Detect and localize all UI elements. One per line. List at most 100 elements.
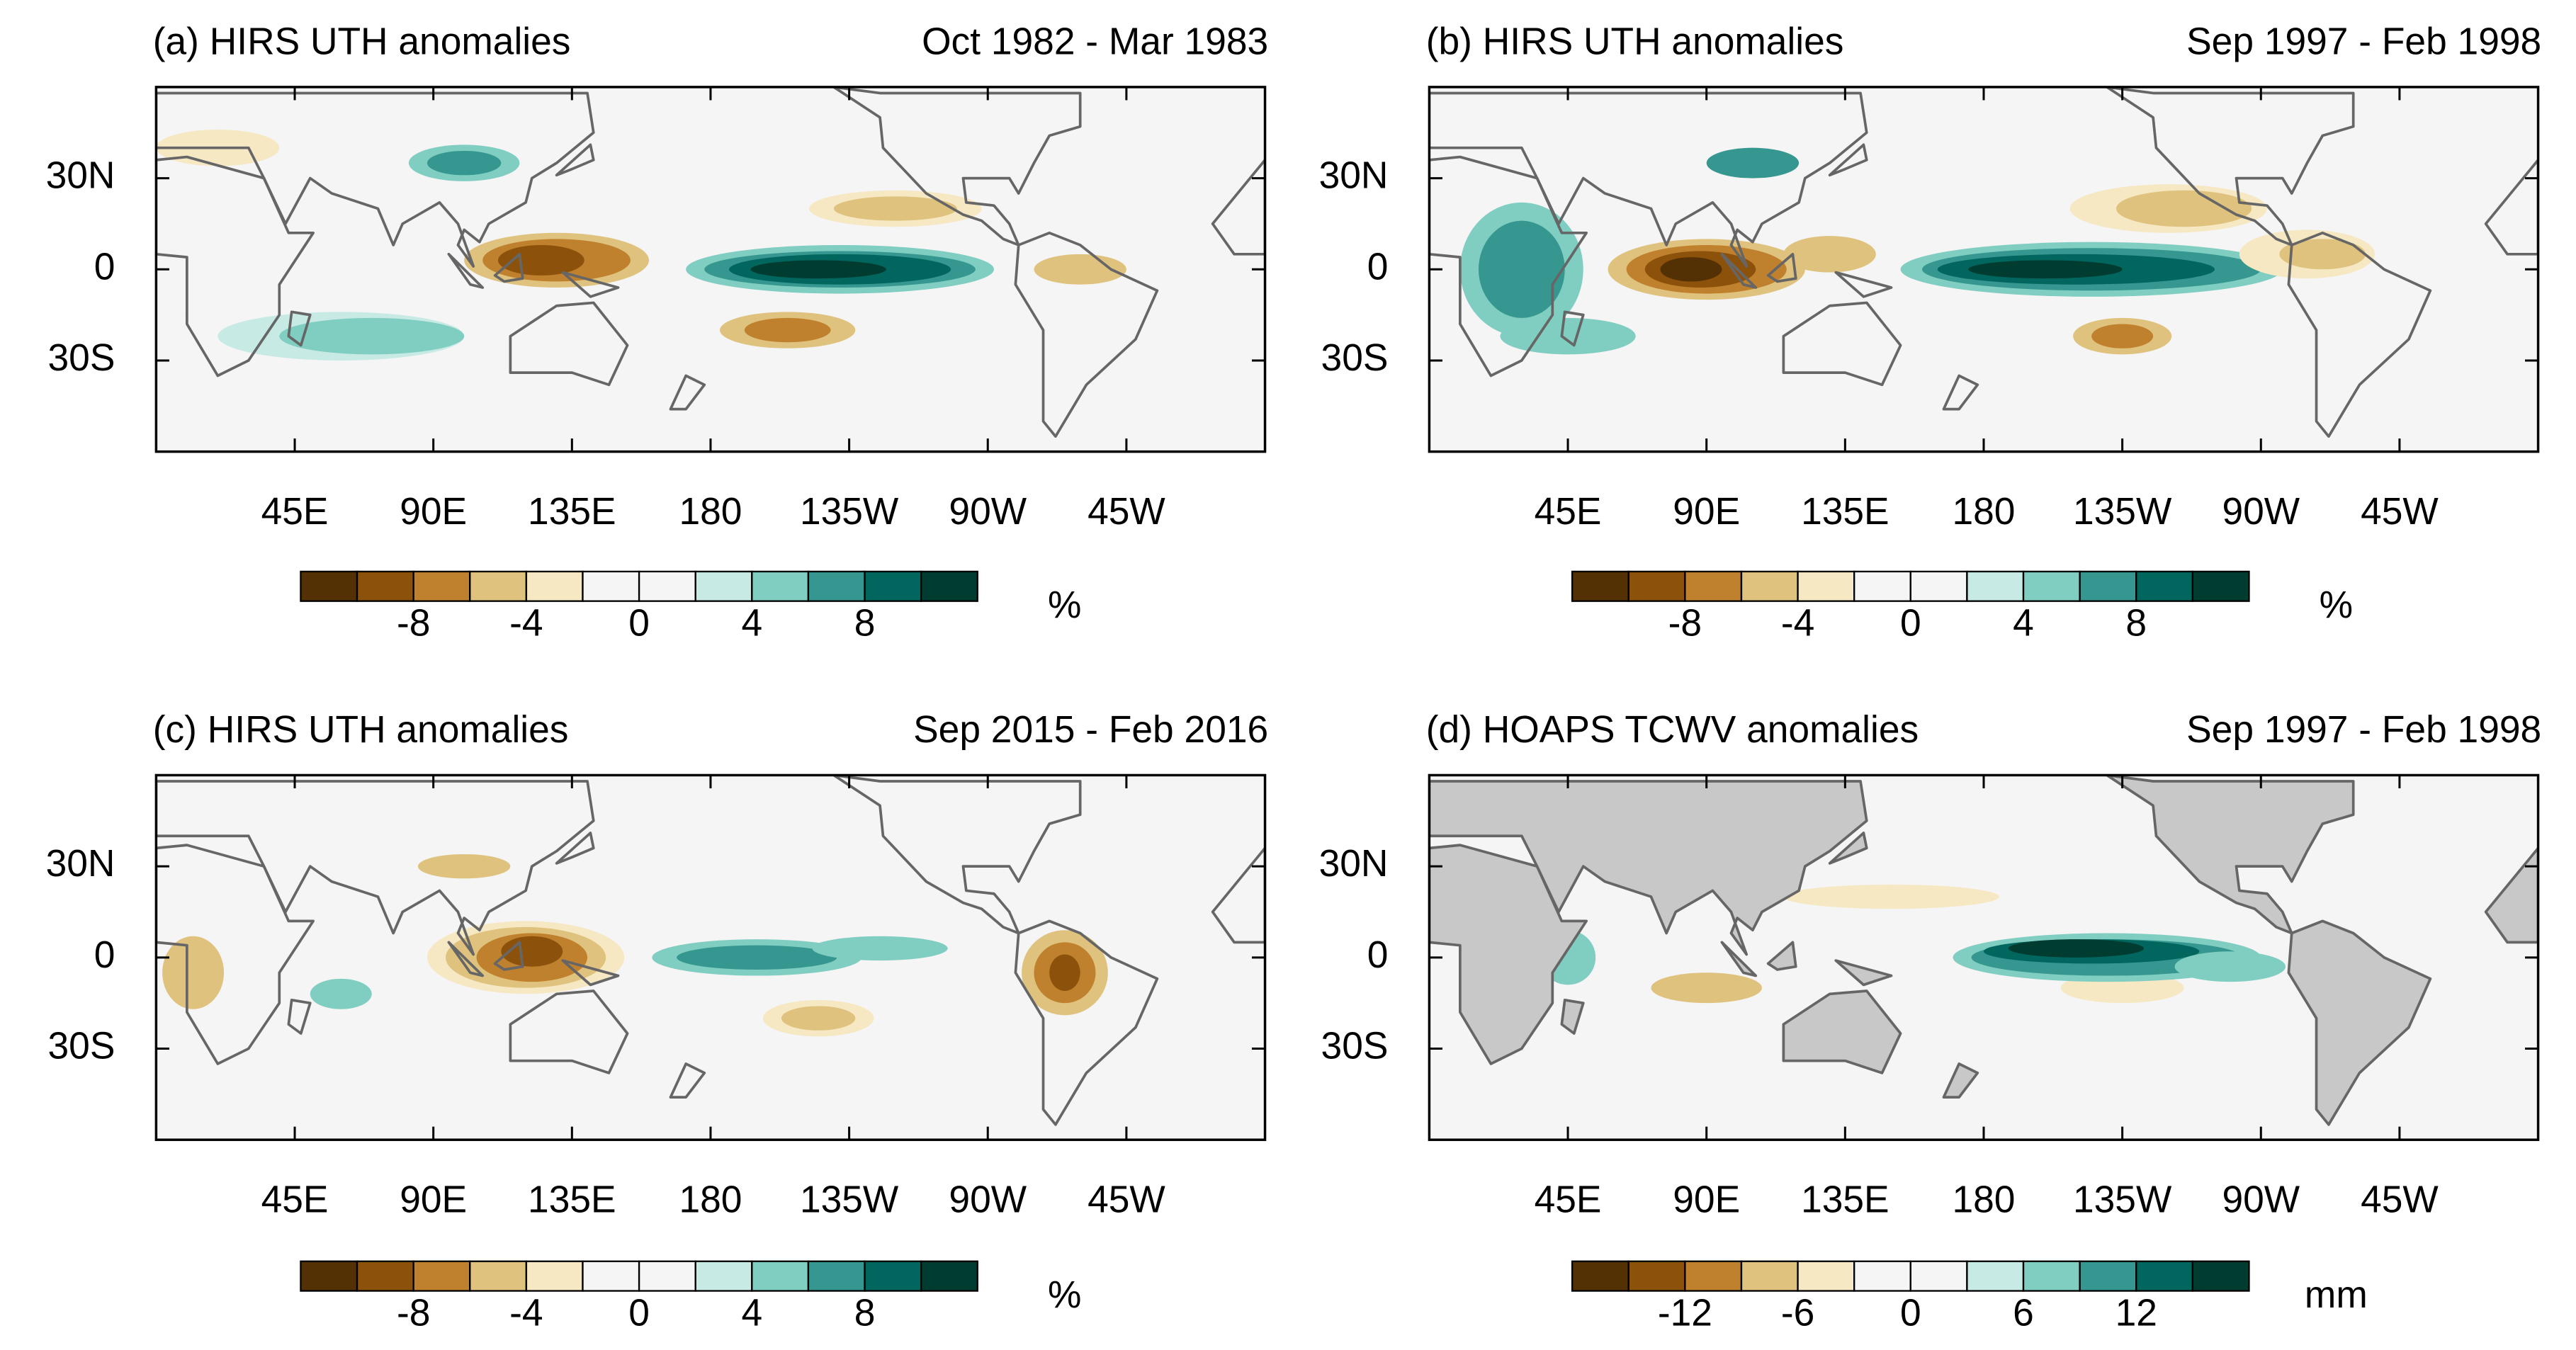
anomaly-region [744,317,831,343]
x-tick-label: 45W [1088,491,1165,533]
anomaly-region [1500,317,1636,355]
colorbar-swatch [469,1260,528,1292]
y-tick-label: 30N [46,843,115,885]
coastline [1766,941,1797,971]
colorbar-swatch [694,570,753,602]
coastline [555,832,595,865]
colorbar-swatch [638,570,696,602]
anomaly-region [1049,954,1080,992]
x-tick-label: 90W [949,491,1027,533]
panel-title: (c) HIRS UTH anomalies [153,709,569,751]
colorbar-swatch [751,570,810,602]
coastline [509,301,629,387]
colorbar-tick-label: 8 [2125,603,2147,645]
colorbar-swatch [1909,570,1968,602]
coastline [832,775,1082,935]
y-tick-label: 30N [46,155,115,197]
x-tick-label: 135E [1801,1179,1889,1220]
colorbar-swatch [1627,570,1686,602]
colorbar-swatch [807,1260,866,1292]
colorbar-swatch [412,1260,471,1292]
colorbar-tick-label: 0 [1900,1292,1921,1334]
panel: (a) HIRS UTH anomalies Oct 1982 - Mar 198… [46,21,1269,645]
colorbar-unit: mm [2305,1274,2368,1316]
anomaly-region [417,853,511,879]
y-tick-label: 30S [1321,1026,1389,1067]
colorbar-swatch [300,570,358,602]
colorbar-swatch [300,1260,358,1292]
colorbar-tick-label: -8 [1668,603,1702,645]
coastline [832,86,1082,246]
colorbar-tick-label: 12 [2115,1292,2157,1334]
colorbar-swatch [2135,1260,2194,1292]
anomaly-region [1783,884,1999,909]
colorbar-swatch [2079,570,2137,602]
x-tick-label: 45E [261,1179,329,1220]
coastline [1720,941,1758,977]
anomaly-region [162,936,225,1009]
colorbar-swatch [2022,1260,2081,1292]
panel-title: (d) HOAPS TCWV anomalies [1426,709,1919,751]
colorbar-unit: % [2320,584,2353,626]
coastline [1014,231,1159,438]
panel-title: (b) HIRS UTH anomalies [1426,21,1844,63]
colorbar-swatch [1853,570,1911,602]
colorbar-swatch [2079,1260,2137,1292]
map [1429,775,2538,1140]
anomaly-region [1651,972,1762,1004]
anomaly-region [2008,939,2145,958]
colorbar-swatch [356,1260,414,1292]
panel-period: Sep 2015 - Feb 2016 [913,709,1268,751]
colorbar-tick-label: -4 [509,603,543,645]
colorbar-swatch [356,570,414,602]
anomaly-region [2091,324,2154,348]
x-tick-label: 45E [261,491,329,533]
coastline [1828,832,1868,865]
colorbar-tick-label: 4 [741,1292,762,1334]
coastline [447,252,485,289]
coastline [2106,86,2355,246]
colorbar-swatch [1740,570,1799,602]
x-tick-label: 90E [400,1179,467,1220]
colorbar-tick-label: -4 [509,1292,543,1334]
colorbar-swatch [638,1260,696,1292]
y-tick-label: 30N [1319,155,1389,197]
coastline [1766,252,1797,283]
coastline [1429,155,1588,378]
colorbar-swatch [1966,1260,2025,1292]
anomaly-region [750,260,886,279]
panel: (c) HIRS UTH anomalies Sep 2015 - Feb 201… [46,709,1269,1334]
colorbar-swatch [1966,570,2025,602]
colorbar-swatch [2022,570,2081,602]
panel: (d) HOAPS TCWV anomalies Sep 1997 - Feb 1… [1319,709,2542,1334]
colorbar-swatch [2191,1260,2250,1292]
x-tick-label: 90W [2222,491,2300,533]
anomaly-region [833,196,957,221]
coastline [1720,252,1758,289]
x-tick-label: 180 [1952,491,2015,533]
colorbar-swatch [751,1260,810,1292]
coastline [509,989,629,1074]
y-tick-label: 0 [1367,934,1389,976]
x-tick-label: 180 [1952,1179,2015,1220]
colorbar-swatch [694,1260,753,1292]
colorbar-swatch [1740,1260,1799,1292]
anomaly-region [1783,236,1876,273]
coastline [1429,844,1588,1065]
coastline [156,91,595,268]
colorbar-tick-label: 4 [741,603,762,645]
anomaly-region [2115,190,2252,227]
colorbar-swatch [525,1260,584,1292]
colorbar-swatch [864,1260,922,1292]
colorbar-swatch [2135,570,2194,602]
coastline [156,844,315,1065]
x-tick-label: 45W [2361,491,2439,533]
coastline [287,999,312,1035]
map [156,775,1265,1140]
coastline [1211,846,1265,944]
coastline [156,780,595,956]
y-tick-label: 30N [1319,843,1389,885]
coastline [2287,919,2432,1126]
anomaly-region [1478,220,1565,318]
anomaly-region [2174,951,2286,982]
